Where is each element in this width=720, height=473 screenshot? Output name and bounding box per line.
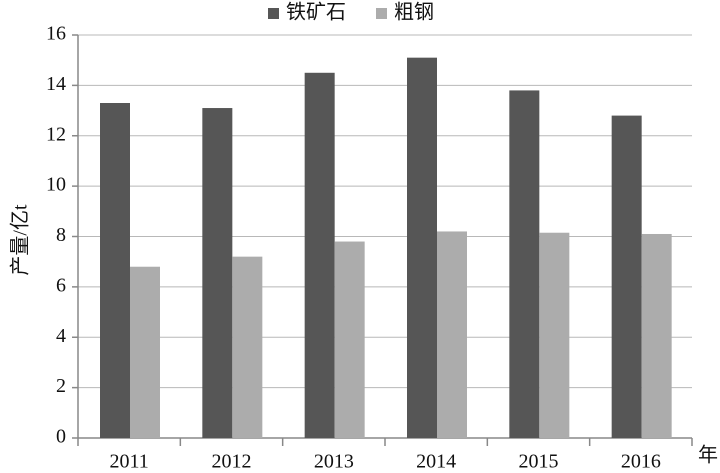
y-tick-label: 16 (46, 23, 66, 45)
y-tick-label: 4 (56, 325, 66, 347)
bar (407, 57, 437, 438)
y-tick-label: 14 (46, 73, 66, 95)
y-tick-label: 12 (46, 123, 66, 145)
y-tick-label: 0 (56, 426, 66, 448)
bar (232, 256, 263, 438)
bar (202, 108, 233, 438)
y-tick-label: 10 (46, 174, 66, 196)
legend-swatch (376, 8, 387, 19)
y-tick-label: 6 (56, 274, 66, 296)
legend-label: 铁矿石 (286, 1, 346, 24)
bar (611, 115, 642, 438)
legend-label: 粗钢 (394, 1, 434, 24)
y-tick-label: 2 (56, 375, 66, 397)
legend-swatch (268, 8, 279, 19)
x-tick-label: 2013 (314, 451, 354, 473)
y-axis-label: 产量/亿t (9, 204, 32, 276)
bar (641, 233, 672, 438)
bar (130, 266, 160, 438)
bar (100, 103, 130, 438)
bar (539, 232, 570, 438)
x-tick-label: 2011 (110, 451, 149, 473)
x-tick-label: 2012 (212, 451, 252, 473)
x-tick-label: 2016 (621, 451, 661, 473)
bar (509, 90, 540, 438)
y-tick-label: 8 (56, 224, 66, 246)
bar (437, 231, 467, 438)
bar (304, 72, 335, 438)
x-axis-label: 年 (698, 444, 718, 467)
x-tick-label: 2015 (519, 451, 559, 473)
x-tick-label: 2014 (416, 451, 456, 473)
bar (334, 241, 365, 438)
